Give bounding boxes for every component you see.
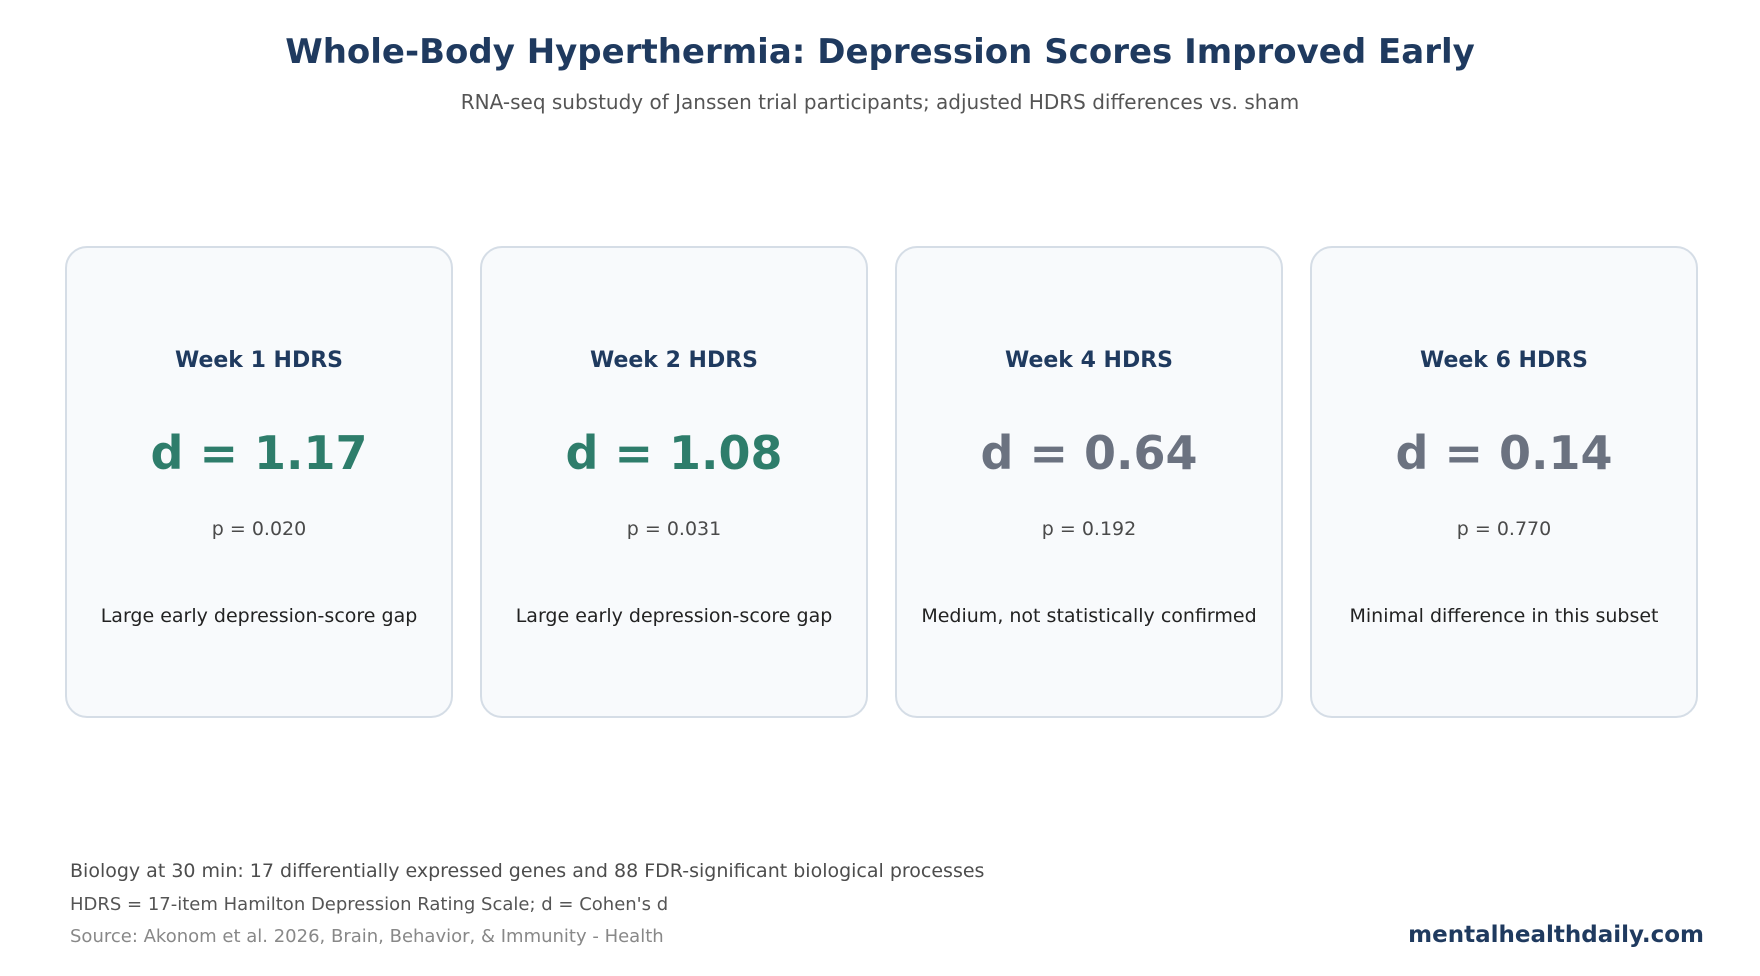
effect-size-cards: Week 1 HDRS d = 1.17 p = 0.020 Large ear…: [65, 246, 1698, 722]
card-description: Large early depression-score gap: [100, 605, 418, 627]
card-description: Medium, not statistically confirmed: [921, 605, 1257, 627]
source-citation: Source: Akonom et al. 2026, Brain, Behav…: [70, 926, 664, 947]
p-value: p = 0.031: [626, 518, 722, 540]
card-week-1: Week 1 HDRS d = 1.17 p = 0.020 Large ear…: [65, 246, 453, 718]
card-week-6: Week 6 HDRS d = 0.14 p = 0.770 Minimal d…: [1310, 246, 1698, 718]
p-value: p = 0.020: [211, 518, 307, 540]
card-week-4: Week 4 HDRS d = 0.64 p = 0.192 Medium, n…: [895, 246, 1283, 718]
card-description: Large early depression-score gap: [515, 605, 833, 627]
biology-note: Biology at 30 min: 17 differentially exp…: [70, 860, 985, 882]
card-title: Week 6 HDRS: [1419, 348, 1589, 373]
effect-size-value: d = 1.17: [150, 426, 368, 480]
card-title: Week 1 HDRS: [174, 348, 344, 373]
card-title: Week 2 HDRS: [589, 348, 759, 373]
p-value: p = 0.192: [1041, 518, 1137, 540]
p-value: p = 0.770: [1456, 518, 1552, 540]
page-title: Whole-Body Hyperthermia: Depression Scor…: [285, 32, 1475, 72]
hdrs-definition-note: HDRS = 17-item Hamilton Depression Ratin…: [70, 894, 669, 915]
page-subtitle: RNA-seq substudy of Janssen trial partic…: [460, 90, 1300, 114]
card-week-2: Week 2 HDRS d = 1.08 p = 0.031 Large ear…: [480, 246, 868, 718]
effect-size-value: d = 0.64: [980, 426, 1198, 480]
brand-logo-text: mentalhealthdaily.com: [1408, 922, 1704, 948]
effect-size-value: d = 0.14: [1395, 426, 1613, 480]
card-description: Minimal difference in this subset: [1349, 605, 1659, 627]
effect-size-value: d = 1.08: [565, 426, 783, 480]
card-title: Week 4 HDRS: [1004, 348, 1174, 373]
